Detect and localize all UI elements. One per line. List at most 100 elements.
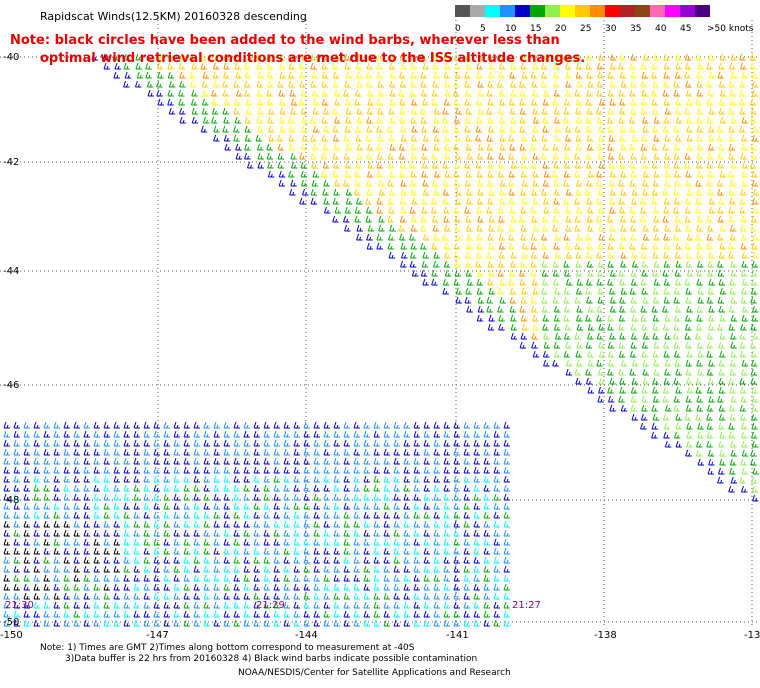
wind-barb [183, 601, 190, 609]
wind-barb [476, 206, 484, 214]
wind-barb [293, 592, 300, 600]
wind-barb [530, 143, 537, 151]
wind-barb [393, 448, 400, 456]
wind-barb [356, 53, 364, 61]
wind-barb [283, 466, 290, 474]
wind-barb [497, 107, 505, 115]
wind-barb [442, 278, 450, 286]
wind-barb [383, 439, 390, 447]
wind-barb [607, 386, 614, 394]
wind-barb [575, 71, 583, 79]
wind-barb [300, 89, 308, 97]
wind-barb [179, 80, 186, 88]
wind-barb [283, 574, 290, 582]
wind-barb [493, 601, 500, 609]
wind-barb [420, 71, 427, 79]
wind-barb [510, 80, 517, 88]
wind-barb [333, 143, 341, 151]
wind-barb [157, 98, 164, 106]
wind-barb [730, 53, 737, 61]
wind-barb [620, 80, 628, 88]
wind-barb [664, 170, 672, 178]
wind-barb [113, 493, 120, 501]
wind-barb [103, 466, 110, 474]
wind-barb [233, 565, 240, 573]
wind-barb [279, 62, 286, 70]
wind-barb [554, 116, 561, 124]
wind-barb [322, 143, 330, 151]
wind-barb [741, 449, 749, 457]
wind-barb [243, 583, 250, 591]
wind-barb [311, 179, 319, 187]
wind-barb [598, 350, 606, 358]
wind-barb [455, 233, 462, 241]
wind-barb [403, 529, 410, 537]
wind-barb [574, 152, 581, 160]
wind-barb [133, 457, 140, 465]
wind-barb [508, 233, 515, 241]
wind-barb [63, 565, 70, 573]
wind-barb [708, 314, 715, 322]
wind-barb [740, 296, 747, 304]
wind-barb [708, 197, 716, 205]
wind-barb [464, 116, 472, 124]
wind-barb [477, 188, 484, 196]
wind-barb [43, 421, 50, 429]
wind-barb [235, 152, 243, 160]
wind-barb [739, 404, 747, 412]
wind-barb [465, 287, 472, 295]
wind-barb [143, 475, 150, 483]
wind-barb [432, 161, 439, 169]
wind-barb [473, 565, 480, 573]
wind-barb [93, 466, 100, 474]
wind-barb [751, 215, 758, 223]
wind-barb [609, 269, 617, 277]
wind-barb [653, 152, 661, 160]
wind-barb [343, 583, 350, 591]
wind-barb [378, 89, 385, 97]
wind-barb [183, 592, 190, 600]
wind-barb [695, 386, 702, 394]
wind-barb [244, 71, 252, 79]
wind-barb [365, 197, 372, 205]
wind-barb [640, 152, 648, 160]
wind-barb [565, 188, 573, 196]
wind-barb [33, 520, 40, 528]
wind-barb [619, 107, 626, 115]
wind-barb [233, 610, 240, 618]
wind-barb [193, 511, 200, 519]
wind-barb [124, 71, 132, 79]
wind-barb [476, 71, 483, 79]
wind-barb [400, 206, 408, 214]
wind-barb [353, 547, 360, 555]
wind-barb [718, 98, 726, 106]
wind-barb [223, 439, 230, 447]
wind-barb [443, 260, 451, 268]
wind-barb [153, 556, 160, 564]
wind-barb [630, 233, 637, 241]
wind-barb [343, 520, 350, 528]
wind-barb [498, 152, 505, 160]
wind-barb [508, 188, 516, 196]
wind-barb [565, 368, 573, 376]
wind-barb [706, 350, 713, 358]
wind-barb [433, 448, 440, 456]
wind-barb [233, 592, 240, 600]
wind-barb [383, 619, 390, 627]
wind-barb [23, 511, 30, 519]
wind-barb [323, 466, 330, 474]
wind-barb [211, 53, 218, 61]
wind-barb [509, 143, 516, 151]
legend-label: 15 [530, 24, 542, 34]
wind-barb [3, 484, 10, 492]
wind-barb [530, 242, 538, 250]
wind-barb [123, 80, 130, 88]
wind-barb [213, 583, 220, 591]
wind-barb [444, 89, 452, 97]
wind-barb [388, 161, 395, 169]
wind-barb [313, 583, 320, 591]
wind-barb [293, 511, 300, 519]
wind-barb [233, 529, 240, 537]
wind-barb [377, 80, 384, 88]
wind-barb [576, 179, 583, 187]
